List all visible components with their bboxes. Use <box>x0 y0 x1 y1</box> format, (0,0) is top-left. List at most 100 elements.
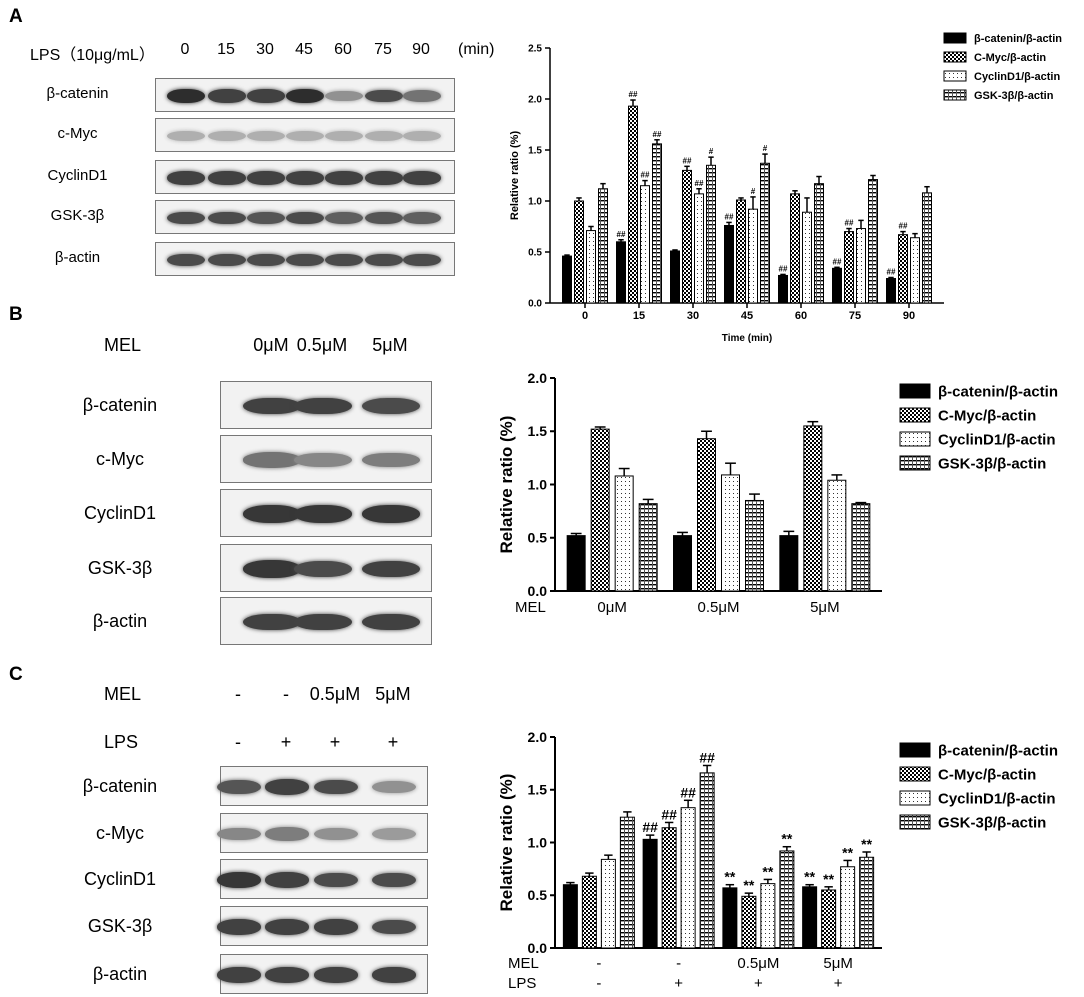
panelC-band-0-2 <box>314 779 358 795</box>
panelC-row-label-4: β-actin <box>92 964 148 984</box>
chart-B-legend-swatch-1 <box>899 407 931 423</box>
chart-A-ytick-label-2: 1.0 <box>528 197 542 208</box>
chart-A-category-label-0: 0 <box>582 310 588 322</box>
chart-A-bar-3-6 <box>922 192 932 304</box>
chart-C-sig-mark-3-2: ** <box>781 831 792 847</box>
panelA-lanes-label-1: 15 <box>217 41 235 58</box>
panelA-band-4-1 <box>208 253 246 267</box>
chart-B-legend-swatch-3 <box>899 455 931 471</box>
panelC-band-1-0 <box>217 827 261 841</box>
panelC-band-1-1 <box>265 827 309 841</box>
chart-C-bar-0-3 <box>802 886 818 949</box>
panelC-mel_lanes-label-2: 0.5μM <box>309 684 361 704</box>
chart-B-bar-2-0 <box>614 475 634 592</box>
panelB-blot-strip-0 <box>220 381 432 429</box>
panelC-band-3-0 <box>217 919 261 935</box>
chart-B-bar-2-2 <box>827 479 847 592</box>
panelC-lps_lanes-label-0: - <box>235 732 241 752</box>
panelB-lanes-label-2: 5μM <box>372 335 408 355</box>
panelA-row-label-1: c-Myc <box>57 125 98 142</box>
panelA-row-label-4: β-actin <box>54 249 101 266</box>
panelA-band-4-6 <box>403 253 441 267</box>
chart-C-category-label-3: 5μM <box>823 955 852 972</box>
chart-C-legend-label-3: GSK-3β/β-actin <box>938 814 1046 831</box>
chart-B-legend-swatch-0 <box>899 383 931 399</box>
chart-A-bar-2-2 <box>694 193 704 304</box>
chart-B-legend-label-1: C-Myc/β-actin <box>938 407 1036 424</box>
chart-C-bar-1-1 <box>661 827 677 949</box>
chart-A-bar-0-1 <box>616 241 626 304</box>
chart-A-category-label-5: 75 <box>849 310 861 322</box>
panelA-lanes-label-6: 90 <box>412 41 430 58</box>
chart-A-category-label-2: 30 <box>687 310 699 322</box>
panelA-band-3-0 <box>167 211 205 225</box>
panel-a-unit-label: (min) <box>458 41 495 58</box>
panelA-band-1-6 <box>403 130 441 142</box>
panelA-row-label-2: CyclinD1 <box>47 167 108 184</box>
chart-A-sig-mark-0-6: ## <box>887 268 896 277</box>
chart-A-ytick-label-4: 2.0 <box>528 95 542 106</box>
panelC-band-4-0 <box>217 967 261 983</box>
chart-A-sig-mark-1-6: ## <box>899 222 908 231</box>
chart-C-legend-swatch-0 <box>899 742 931 758</box>
chart-A-bar-3-4 <box>814 183 824 304</box>
panelB-row-label-1: c-Myc <box>96 449 144 469</box>
chart-A-legend-label-3: GSK-3β/β-actin <box>974 90 1054 102</box>
panelA-blot-strip-0 <box>155 78 455 112</box>
panelC-band-0-3 <box>372 780 416 794</box>
panelC-blot-strip-2 <box>217 859 428 899</box>
panelA-band-3-5 <box>365 211 403 225</box>
panelC-lps_lanes-label-3: + <box>387 732 399 752</box>
panelA-band-3-4 <box>325 211 363 225</box>
chart-A-ytick-label-1: 0.5 <box>528 248 542 259</box>
chart-C-bar-2-2 <box>760 883 776 949</box>
chart-C-bar-0-0 <box>562 884 578 949</box>
panelC-blot-strip-1 <box>217 813 428 853</box>
panelA-lanes-label-5: 75 <box>374 41 392 58</box>
panelC-lps_lanes-label-2: + <box>329 732 341 752</box>
chart-C-legend-swatch-2 <box>899 790 931 806</box>
panelA-lanes-label-3: 45 <box>295 41 313 58</box>
chart-A-bar-2-6 <box>910 237 920 304</box>
chart-A-bar-3-5 <box>868 179 878 304</box>
chart-A-bar-1-2 <box>682 169 692 304</box>
panelA-band-0-2 <box>247 89 285 103</box>
chart-A-sig-mark-0-3: ## <box>725 212 734 221</box>
panelC-band-2-0 <box>217 872 261 888</box>
panelA-band-3-6 <box>403 211 441 225</box>
panelB-band-3-1 <box>294 560 352 578</box>
chart-A-category-label-3: 45 <box>741 310 753 322</box>
panelB-band-2-2 <box>362 505 420 523</box>
chart-B-x-row-label: MEL <box>515 599 546 616</box>
panelC-band-4-2 <box>314 967 358 983</box>
chart-C-category-label-2: 0.5μM <box>737 955 779 972</box>
chart-C-bar-0-1 <box>642 838 658 949</box>
chart-A-legend-swatch-0 <box>943 32 967 44</box>
chart-A-bar-3-0 <box>598 188 608 304</box>
panelB-band-4-0 <box>243 613 301 631</box>
chart-C-sig-mark-0-3: ** <box>804 869 815 885</box>
chart-C-bar-1-2 <box>741 895 757 949</box>
chart-A-sig-mark-1-2: ## <box>683 156 692 165</box>
chart-C-ylabel: Relative ratio (%) <box>497 774 516 912</box>
panelB-blot-strip-2 <box>220 489 432 537</box>
panel-a-letter: A <box>9 6 23 27</box>
chart-C-x-row-label-1: LPS <box>508 975 536 992</box>
chart-B-category-label-2: 5μM <box>810 599 839 616</box>
panelB-band-4-1 <box>294 613 352 631</box>
panelA-lanes-label-4: 60 <box>334 41 352 58</box>
panelB-row-label-2: CyclinD1 <box>83 503 157 523</box>
chart-A-ytick-label-3: 1.5 <box>528 146 542 157</box>
chart-C-bar-1-0 <box>581 875 597 949</box>
panelA-band-4-4 <box>325 253 363 267</box>
chart-C-ytick-label-4: 2.0 <box>528 729 548 745</box>
chart-B-ytick-label-4: 2.0 <box>528 370 548 386</box>
panelA-row-label-3: GSK-3β <box>50 207 105 224</box>
panelA-row-label-0: β-catenin <box>46 85 109 102</box>
panelB-band-1-1 <box>294 452 352 468</box>
panelC-mel_lanes-label-0: - <box>235 684 241 704</box>
chart-A-sig-mark-2-3: # <box>751 187 756 196</box>
panelA-band-2-4 <box>325 171 363 185</box>
chart-A-bar-0-4 <box>778 274 788 304</box>
